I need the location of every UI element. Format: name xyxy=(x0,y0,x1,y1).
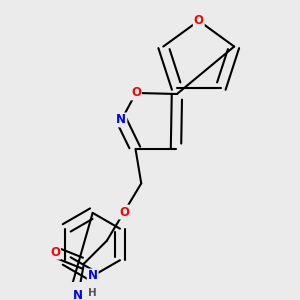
Text: H: H xyxy=(88,288,96,298)
Text: O: O xyxy=(131,86,141,99)
Text: N: N xyxy=(88,269,98,283)
Text: O: O xyxy=(50,246,60,259)
Text: O: O xyxy=(194,14,204,27)
Text: N: N xyxy=(116,113,126,126)
Text: N: N xyxy=(73,289,83,300)
Text: O: O xyxy=(119,206,129,219)
